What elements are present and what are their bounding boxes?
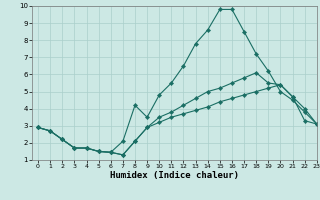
X-axis label: Humidex (Indice chaleur): Humidex (Indice chaleur) <box>110 171 239 180</box>
